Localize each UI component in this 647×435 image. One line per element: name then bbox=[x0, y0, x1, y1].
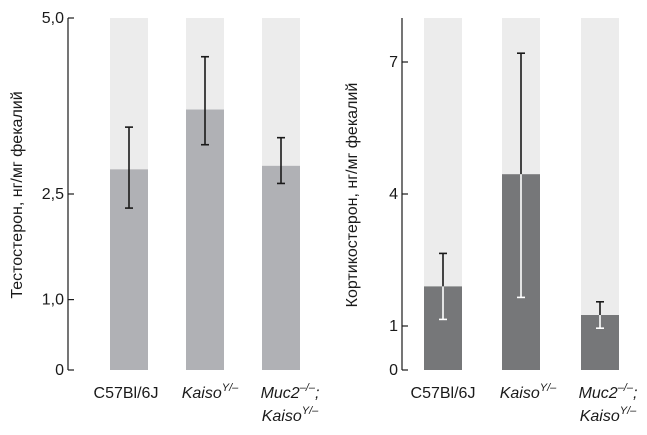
category-label-0: C57Bl/6J bbox=[94, 385, 159, 402]
bar-2 bbox=[262, 165, 300, 370]
category-label-0: C57Bl/6J bbox=[411, 385, 476, 402]
y-tick-label-0: 0 bbox=[389, 362, 398, 379]
y-tick-label-1: 1 bbox=[389, 318, 398, 335]
category-label-2: Muc2–/–; bbox=[261, 382, 320, 402]
y-tick-label-0: 0 bbox=[55, 362, 64, 379]
category-label-1: KaisoY/– bbox=[500, 382, 557, 402]
y-tick-label-1: 1,0 bbox=[42, 292, 64, 309]
y-tick-label-2: 2,5 bbox=[42, 186, 64, 203]
y-axis-title: Кортикостерон, нг/мг фекалий bbox=[344, 83, 361, 308]
y-tick-label-3: 5,0 bbox=[42, 10, 64, 27]
corticosterone-panel: 0 1 4 7 Кортикостерон, нг/мг фекалий C57Bl/6J… bbox=[344, 18, 637, 425]
y-tick-label-2: 4 bbox=[389, 186, 398, 203]
category-label-line2-2: KaisoY/– bbox=[580, 405, 637, 425]
y-axis-title: Тестостерон, нг/мг фекалий bbox=[9, 91, 26, 298]
testosterone-panel: 0 1,0 2,5 5,0 Тестостерон, нг/мг фекалий C57B… bbox=[9, 10, 319, 425]
bar-1 bbox=[186, 109, 224, 371]
category-label-1: KaisoY/– bbox=[182, 382, 239, 402]
y-tick-label-3: 7 bbox=[389, 54, 398, 71]
category-label-2: Muc2–/–; bbox=[579, 382, 638, 402]
category-label-line2-2: KaisoY/– bbox=[262, 405, 319, 425]
